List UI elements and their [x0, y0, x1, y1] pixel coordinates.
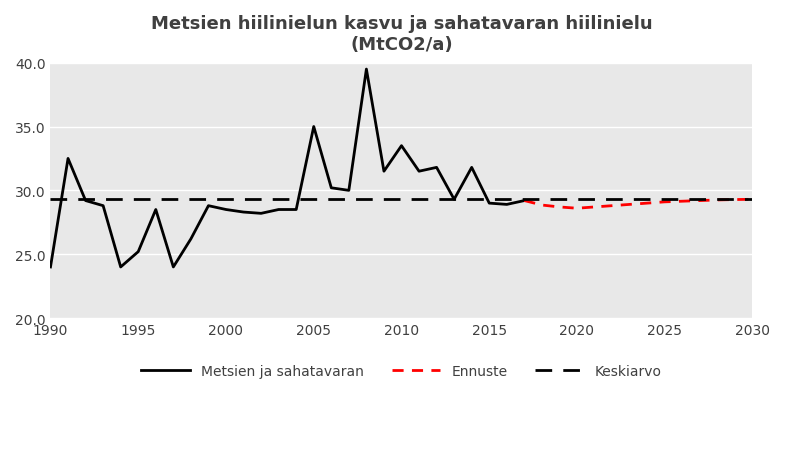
Metsien ja sahatavaran	[204, 203, 214, 209]
Metsien ja sahatavaran	[151, 207, 160, 213]
Line: Metsien ja sahatavaran: Metsien ja sahatavaran	[50, 70, 524, 267]
Metsien ja sahatavaran	[484, 201, 494, 207]
Ennuste	[660, 200, 670, 205]
Line: Ennuste: Ennuste	[524, 200, 753, 209]
Ennuste	[642, 201, 652, 207]
Metsien ja sahatavaran	[221, 207, 231, 213]
Ennuste	[572, 206, 582, 212]
Ennuste	[590, 205, 599, 210]
Ennuste	[608, 203, 617, 209]
Legend: Metsien ja sahatavaran, Ennuste, Keskiarvo: Metsien ja sahatavaran, Ennuste, Keskiar…	[136, 359, 667, 383]
Ennuste	[713, 198, 722, 203]
Metsien ja sahatavaran	[64, 156, 73, 162]
Ennuste	[748, 197, 758, 202]
Metsien ja sahatavaran	[327, 186, 336, 191]
Metsien ja sahatavaran	[81, 198, 90, 204]
Metsien ja sahatavaran	[520, 198, 529, 204]
Metsien ja sahatavaran	[396, 143, 406, 149]
Ennuste	[730, 198, 739, 203]
Metsien ja sahatavaran	[133, 249, 143, 255]
Metsien ja sahatavaran	[239, 210, 248, 215]
Metsien ja sahatavaran	[502, 202, 512, 207]
Metsien ja sahatavaran	[291, 207, 301, 213]
Metsien ja sahatavaran	[344, 188, 353, 193]
Ennuste	[625, 202, 634, 207]
Metsien ja sahatavaran	[450, 197, 459, 202]
Metsien ja sahatavaran	[46, 265, 55, 270]
Metsien ja sahatavaran	[274, 207, 283, 213]
Metsien ja sahatavaran	[186, 237, 195, 242]
Metsien ja sahatavaran	[257, 211, 266, 216]
Metsien ja sahatavaran	[432, 166, 441, 171]
Ennuste	[520, 198, 529, 204]
Metsien ja sahatavaran	[116, 265, 126, 270]
Metsien ja sahatavaran	[467, 166, 476, 171]
Metsien ja sahatavaran	[414, 169, 424, 175]
Ennuste	[555, 205, 564, 210]
Title: Metsien hiilinielun kasvu ja sahatavaran hiilinielu
(MtCO2/a): Metsien hiilinielun kasvu ja sahatavaran…	[151, 15, 652, 54]
Metsien ja sahatavaran	[379, 169, 389, 175]
Metsien ja sahatavaran	[98, 203, 108, 209]
Metsien ja sahatavaran	[309, 124, 319, 130]
Ennuste	[537, 203, 546, 208]
Metsien ja sahatavaran	[169, 265, 178, 270]
Ennuste	[677, 199, 687, 204]
Metsien ja sahatavaran	[362, 67, 371, 73]
Ennuste	[696, 198, 705, 204]
